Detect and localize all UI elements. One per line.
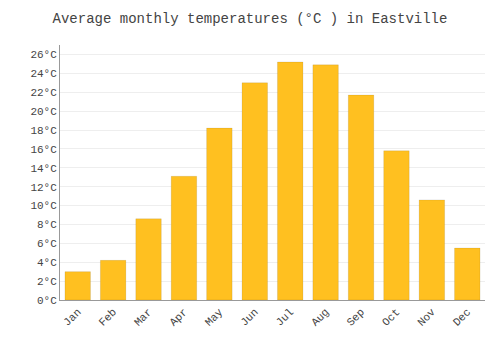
svg-text:8°C: 8°C	[37, 219, 57, 231]
svg-text:Sep: Sep	[345, 306, 367, 328]
svg-text:20°C: 20°C	[30, 106, 57, 118]
svg-text:16°C: 16°C	[30, 144, 57, 156]
svg-text:26°C: 26°C	[30, 49, 57, 61]
svg-text:10°C: 10°C	[30, 200, 57, 212]
svg-text:Oct: Oct	[380, 306, 402, 328]
svg-text:Aug: Aug	[309, 306, 331, 328]
svg-text:May: May	[203, 306, 226, 329]
svg-text:Dec: Dec	[451, 306, 473, 328]
svg-text:22°C: 22°C	[30, 87, 57, 99]
svg-text:14°C: 14°C	[30, 163, 57, 175]
svg-text:4°C: 4°C	[37, 257, 57, 269]
svg-text:2°C: 2°C	[37, 276, 57, 288]
svg-text:Average monthly temperatures (: Average monthly temperatures (°C ) in Ea…	[53, 11, 448, 27]
svg-text:Mar: Mar	[132, 306, 154, 328]
svg-text:Apr: Apr	[167, 306, 189, 328]
svg-text:Jun: Jun	[238, 306, 260, 328]
svg-text:0°C: 0°C	[37, 295, 57, 307]
svg-text:Feb: Feb	[97, 306, 119, 328]
svg-text:12°C: 12°C	[30, 182, 57, 194]
svg-text:18°C: 18°C	[30, 125, 57, 137]
svg-text:Jan: Jan	[61, 306, 83, 328]
svg-text:24°C: 24°C	[30, 68, 57, 80]
svg-text:Nov: Nov	[415, 306, 438, 329]
svg-text:Jul: Jul	[274, 306, 296, 328]
svg-text:6°C: 6°C	[37, 238, 57, 250]
